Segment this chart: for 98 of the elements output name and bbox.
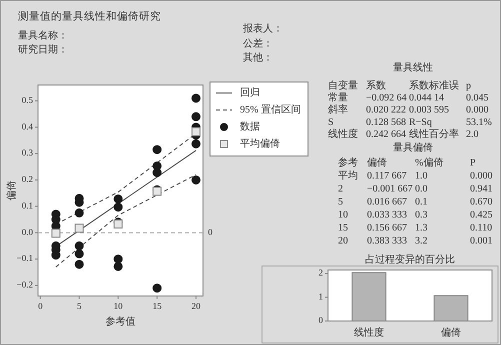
point [114,202,123,212]
text: S [328,116,334,128]
text: 20 [338,235,348,246]
text: 15 [338,222,348,234]
text: 线性百分率 [409,128,459,140]
text: 0.044 14 [409,92,444,104]
legend-label: 数据 [240,120,260,132]
text: p [466,80,471,92]
text: 10 [338,209,348,220]
point [74,260,84,269]
text: −0.092 64 [366,92,407,104]
text: 线性度 [328,128,358,140]
y-tick-label: −0.2 [16,280,33,290]
x-tick-label: 5 [77,301,82,312]
text: 0.670 [470,196,492,208]
text: R−Sq [409,116,432,128]
text: 系数 [366,79,386,92]
text: 0.033 333 [367,209,407,220]
y-tick-label: −0.1 [16,253,33,264]
point [152,168,162,178]
point [191,139,200,148]
text: 53.1% [466,116,492,128]
text: 斜率 [328,104,348,116]
x-tick-label: 10 [114,301,124,312]
x-tick-label: 15 [152,301,162,312]
text: 量具名称： [18,29,68,42]
y-tick-label: 0.2 [22,174,33,184]
text: 量具偏倚 [393,141,433,154]
text: 0.383 333 [367,235,407,246]
text: 0.003 595 [409,104,449,116]
text: 0.045 [466,92,488,104]
point [74,224,84,233]
text: 2 [338,183,343,194]
y-tick-label: 0.1 [22,200,33,210]
text: 0.000 [470,170,492,182]
point [74,241,84,250]
text: 0.016 667 [367,196,407,208]
text: 其他： [243,51,273,64]
y-tick-label: 0.0 [22,226,34,237]
text: 自变量 [328,79,358,92]
y-tick-label: 0 [318,315,324,326]
point [191,94,200,103]
point [191,175,200,184]
text: 报表人： [242,22,283,34]
text: 平均 [338,169,358,182]
text: 0.110 [470,222,492,234]
text: 常量 [328,91,348,104]
y-tick-label: 0.4 [22,121,34,132]
text: 0.425 [470,209,492,220]
point [191,127,200,136]
text: 0.001 [470,235,492,246]
y-axis-title: 偏倚 [5,180,18,200]
x-tick-label: 0 [38,301,44,312]
text: 0.128 568 [366,116,406,128]
y-tick-label: 2 [318,268,323,278]
point [191,112,200,122]
text: 系数标准误 [409,79,459,92]
text: %偏倚 [415,156,444,168]
text: 公差： [243,37,273,50]
text: 0.3 [415,209,428,220]
text: 1.0 [415,170,428,182]
legend-label: 回归 [240,86,260,98]
text: 0.020 222 [366,104,406,116]
text: 偏倚 [367,156,387,168]
text: 参考 [338,156,358,168]
y-tick-label: 1 [318,291,323,302]
text: 0.156 667 [367,222,407,234]
text: 量具线性 [393,61,433,74]
legend-label: 平均偏倚 [240,137,280,150]
point [114,262,123,271]
text: 研究日期： [18,43,68,56]
x-tick-label: 20 [191,301,201,312]
point [152,284,162,293]
text: 5 [338,196,343,208]
y-tick-label: 0.5 [22,94,34,105]
y-tick-label: 0.3 [22,148,34,158]
point [74,208,84,218]
point [114,194,123,204]
text: 0.941 [470,183,492,194]
text: 3.2 [415,235,428,246]
legend-label: 95% 置信区间 [240,103,301,116]
text: −0.001 667 [367,183,413,194]
ref-line-label: 0 [208,226,213,237]
point [51,228,60,238]
text: 0.0 [415,183,428,194]
x-axis-title: 参考值 [106,315,136,328]
text: 1.3 [415,222,428,234]
text: 0.242 664 [366,129,406,140]
text: 2.0 [466,129,478,140]
text: P [470,157,476,168]
chart-title: 测量值的量具线性和偏倚研究 [18,9,161,22]
point [152,145,162,154]
chart-title: 占过程变异的百分比 [365,253,455,266]
text: 0.000 [466,104,488,116]
text: 0.1 [415,196,428,208]
point [74,249,84,258]
point [114,254,123,264]
text: 0.117 667 [367,170,407,182]
